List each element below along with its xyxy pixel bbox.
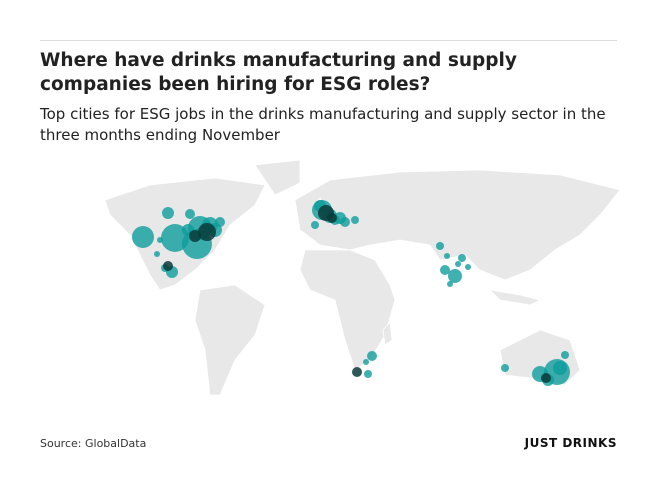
- source: Source: GlobalData: [40, 437, 147, 450]
- subtitle: Top cities for ESG jobs in the drinks ma…: [40, 105, 606, 144]
- top-rule: [40, 40, 617, 41]
- world-map: [104, 159, 621, 396]
- title: Where have drinks manufacturing and supp…: [40, 50, 517, 95]
- logo: JUST DRINKS: [524, 436, 617, 450]
- city-bubbles-dense: [163, 205, 551, 383]
- land: [104, 159, 621, 396]
